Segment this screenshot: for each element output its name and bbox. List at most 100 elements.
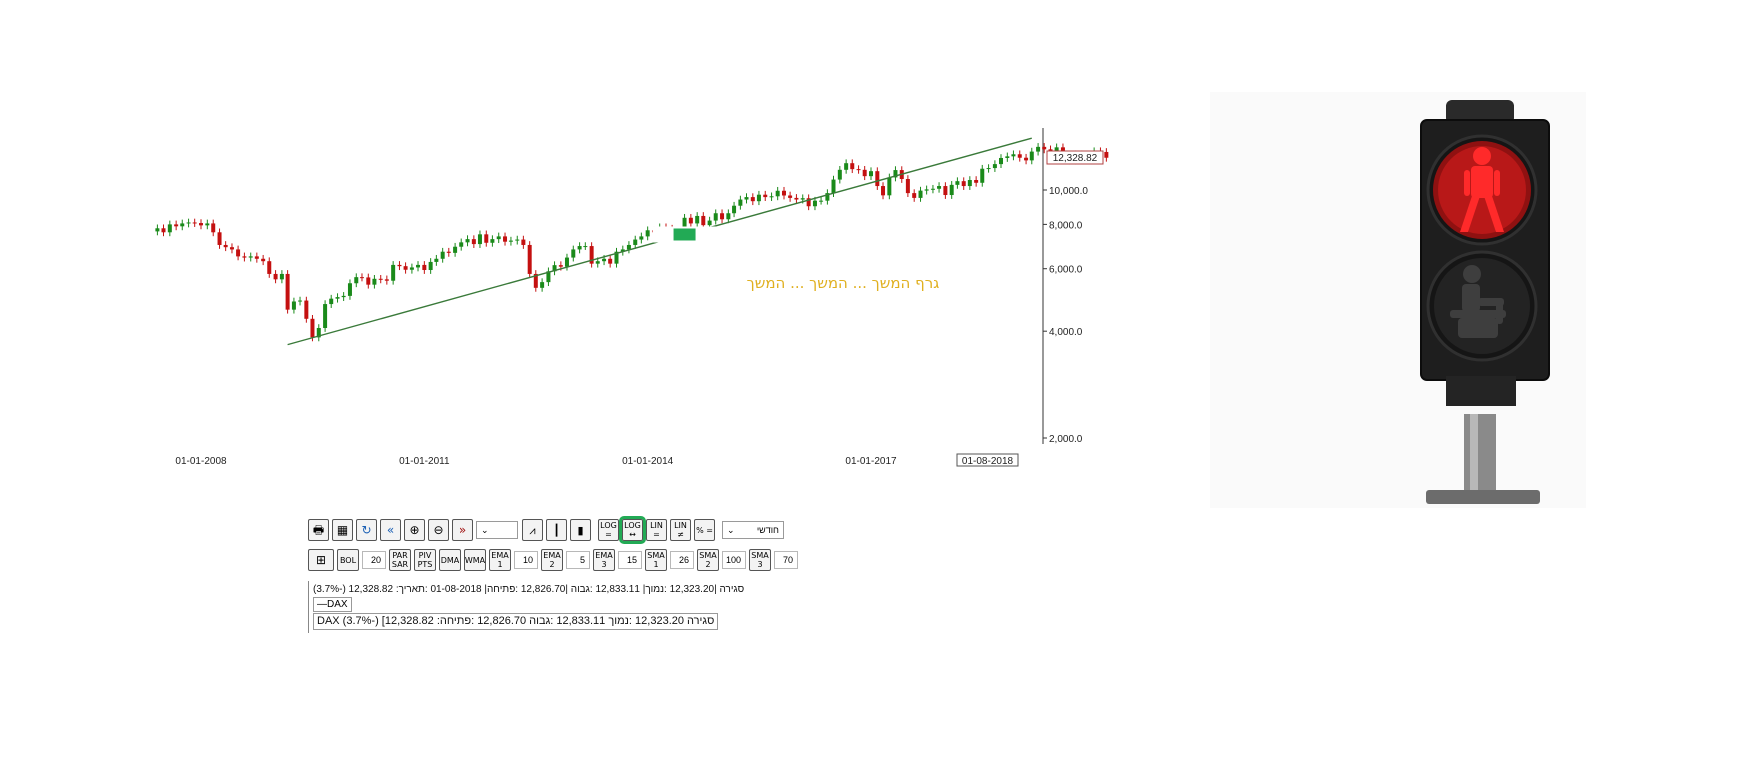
indicator-button-9[interactable]: SMA 1 <box>645 549 667 571</box>
ohlc-info-line: (3.7%-) 12,328.82 :סגירה |12,323.20 :נמו… <box>313 584 745 595</box>
candle-body <box>614 251 619 264</box>
line-chart-icon[interactable]: ⩘ <box>522 519 543 541</box>
traffic-light-illustration <box>1210 92 1586 508</box>
sitting-figure-icon <box>1450 265 1506 338</box>
candle-body <box>323 304 328 328</box>
candle-body <box>781 190 786 196</box>
candle-body <box>291 301 296 310</box>
candle-body <box>881 186 886 196</box>
candle-body <box>273 273 278 280</box>
candle-body <box>701 215 706 226</box>
candle-body <box>552 265 557 272</box>
candle-body <box>217 232 222 245</box>
info-panel-border <box>308 581 309 633</box>
indicators-icon[interactable]: ⊞ <box>308 549 334 571</box>
indicator-period-field[interactable]: 100 <box>722 551 746 569</box>
candle-body <box>515 239 520 241</box>
candle-body <box>769 196 774 198</box>
indicator-button-3[interactable]: PIV PTS <box>414 549 436 571</box>
candle-body <box>992 164 997 169</box>
candle-body <box>490 239 495 243</box>
candle-body <box>602 258 607 262</box>
scale-button-2[interactable]: LOG ↔ <box>619 516 646 544</box>
indicator-button-8[interactable]: EMA 3 <box>593 549 615 571</box>
indicator-button-11[interactable]: SMA 3 <box>749 549 771 571</box>
candle-body <box>174 224 179 227</box>
indicator-button-1[interactable]: BOL <box>337 549 359 571</box>
candle-body <box>354 277 359 284</box>
candle-body <box>688 217 693 224</box>
candle-body <box>236 249 241 257</box>
candle-body <box>850 163 855 170</box>
candle-body <box>788 195 793 198</box>
period-select[interactable]: ⌄ חודשי <box>722 521 784 539</box>
candle-body <box>446 251 451 253</box>
candle-body <box>428 261 433 271</box>
candle-body <box>831 179 836 194</box>
indicator-period-field[interactable]: 5 <box>566 551 590 569</box>
indicator-period-field[interactable]: 15 <box>618 551 642 569</box>
candle-body <box>844 163 849 170</box>
indicator-period-field[interactable]: 10 <box>514 551 538 569</box>
indicator-button-7[interactable]: EMA 2 <box>541 549 563 571</box>
trendline-gap-marker <box>673 228 696 241</box>
indicator-period-field[interactable]: 20 <box>362 551 386 569</box>
refresh-icon[interactable]: ↻ <box>356 519 377 541</box>
candle-chart-icon[interactable]: ▮ <box>570 519 591 541</box>
scroll-right-icon[interactable]: » <box>452 519 473 541</box>
last-value-label: 12,328.82 <box>1053 153 1098 164</box>
indicator-button-6[interactable]: EMA 1 <box>489 549 511 571</box>
candle-body <box>887 177 892 196</box>
candle-body <box>695 215 700 224</box>
candle-body <box>440 251 445 259</box>
zoom-select[interactable]: ⌄ <box>476 521 518 539</box>
candle-body <box>974 180 979 183</box>
bar-chart-icon[interactable]: ┃ <box>546 519 567 541</box>
candle-body <box>409 267 414 270</box>
candle-body <box>564 257 569 267</box>
candle-body <box>645 230 650 237</box>
candle-body <box>167 224 172 233</box>
indicator-button-10[interactable]: SMA 2 <box>697 549 719 571</box>
zoom-out-icon[interactable]: ⊖ <box>428 519 449 541</box>
candle-body <box>359 277 364 279</box>
candle-body <box>205 223 210 226</box>
candle-body <box>893 170 898 178</box>
candle-body <box>577 246 582 250</box>
legend-dax[interactable]: —DAX <box>313 597 352 612</box>
candle-body <box>912 193 917 198</box>
candle-body <box>608 258 613 264</box>
candle-body <box>453 246 458 253</box>
candle-body <box>837 169 842 180</box>
candle-body <box>1104 151 1109 158</box>
scale-button-1[interactable]: LOG = <box>598 519 619 541</box>
candle-body <box>540 282 545 288</box>
candle-body <box>583 246 588 248</box>
series-info-line: DAX (3.7%-) [12,328.82 :סגירה 12,323.20 … <box>313 613 719 630</box>
candle-body <box>682 217 687 232</box>
print-icon[interactable]: 🖶 <box>308 519 329 541</box>
candle-body <box>943 186 948 196</box>
candle-body <box>595 261 600 264</box>
colors-icon[interactable]: ▦ <box>332 519 353 541</box>
candle-body <box>626 244 631 250</box>
candle-body <box>756 194 761 202</box>
candle-body <box>1036 146 1041 152</box>
candle-body <box>862 169 867 177</box>
scale-button-4[interactable]: LIN ≠ <box>670 519 691 541</box>
indicator-button-5[interactable]: WMA <box>464 549 486 571</box>
indicator-period-field[interactable]: 26 <box>670 551 694 569</box>
y-axis-ticks: 2,000.0 4,000.0 6,000.0 8,000.0 10,000.0 <box>1043 186 1088 445</box>
candle-body <box>980 168 985 183</box>
candle-body <box>521 239 526 245</box>
indicator-button-2[interactable]: PAR SAR <box>389 549 411 571</box>
candle-body <box>366 277 371 285</box>
scale-button-5[interactable]: % = <box>694 519 715 541</box>
indicator-button-4[interactable]: DMA <box>439 549 461 571</box>
candle-body <box>1011 154 1016 157</box>
scale-button-3[interactable]: LIN = <box>646 519 667 541</box>
indicator-period-field[interactable]: 70 <box>774 551 798 569</box>
scroll-left-icon[interactable]: « <box>380 519 401 541</box>
candle-body <box>812 200 817 207</box>
zoom-in-icon[interactable]: ⊕ <box>404 519 425 541</box>
